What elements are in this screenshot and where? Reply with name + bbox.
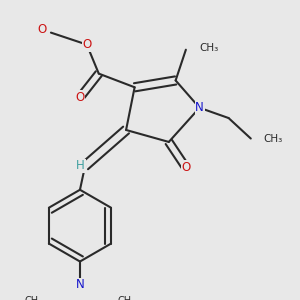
Text: CH₃: CH₃	[264, 134, 283, 143]
Text: CH₃: CH₃	[24, 296, 42, 300]
Text: N: N	[76, 278, 84, 291]
Text: CH₃: CH₃	[200, 43, 219, 53]
Text: O: O	[75, 91, 85, 104]
Text: N: N	[195, 101, 204, 114]
Text: CH₃: CH₃	[118, 296, 136, 300]
Text: O: O	[38, 23, 47, 36]
Text: O: O	[82, 38, 92, 51]
Text: O: O	[181, 161, 190, 174]
Text: H: H	[76, 159, 85, 172]
